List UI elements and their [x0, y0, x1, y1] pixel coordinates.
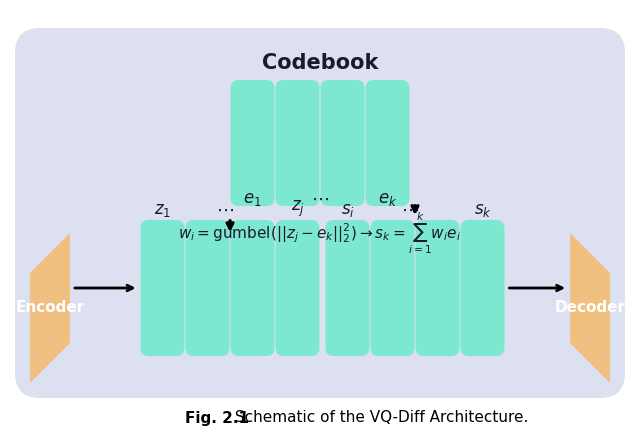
FancyBboxPatch shape [415, 220, 460, 356]
Text: Schematic of the VQ-Diff Architecture.: Schematic of the VQ-Diff Architecture. [230, 410, 529, 426]
Text: Fig. 2.1: Fig. 2.1 [185, 410, 249, 426]
Text: Decoder: Decoder [554, 301, 625, 316]
Polygon shape [30, 233, 70, 383]
FancyBboxPatch shape [365, 80, 410, 206]
FancyBboxPatch shape [15, 28, 625, 398]
FancyBboxPatch shape [275, 220, 319, 356]
Polygon shape [570, 233, 610, 383]
Text: Encoder: Encoder [15, 301, 84, 316]
FancyBboxPatch shape [230, 220, 275, 356]
FancyBboxPatch shape [326, 220, 369, 356]
FancyBboxPatch shape [321, 80, 365, 206]
Text: $s_k$: $s_k$ [474, 201, 492, 219]
Text: $z_1$: $z_1$ [154, 201, 171, 219]
Text: $\cdots$: $\cdots$ [311, 190, 329, 208]
Text: $w_i = \mathrm{gumbel}(||z_j - e_k||_2^2) \rightarrow s_k = \sum_{i=1}^{k} w_i e: $w_i = \mathrm{gumbel}(||z_j - e_k||_2^2… [179, 210, 461, 256]
FancyBboxPatch shape [186, 220, 230, 356]
Text: Codebook: Codebook [262, 53, 378, 73]
FancyBboxPatch shape [141, 220, 184, 356]
FancyBboxPatch shape [230, 80, 275, 206]
Text: $e_k$: $e_k$ [378, 190, 397, 208]
FancyBboxPatch shape [461, 220, 504, 356]
Text: $s_i$: $s_i$ [340, 201, 355, 219]
FancyBboxPatch shape [275, 80, 319, 206]
Text: $z_j$: $z_j$ [291, 199, 305, 219]
Text: $e_1$: $e_1$ [243, 190, 262, 208]
Text: $\cdots$: $\cdots$ [401, 201, 419, 219]
Text: $\cdots$: $\cdots$ [216, 201, 234, 219]
FancyBboxPatch shape [371, 220, 415, 356]
